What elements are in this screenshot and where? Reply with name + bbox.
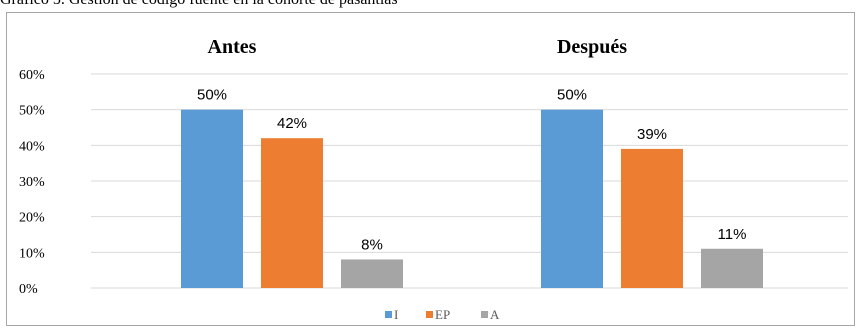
data-label: 39%	[637, 126, 667, 143]
bar-ep	[261, 138, 323, 288]
chart-area: 0% 10% 20% 30% 40% 50% 60% Antes 50% 42% 8% Después…	[6, 12, 855, 326]
data-label: 42%	[277, 115, 307, 132]
y-tick-label: 0%	[19, 282, 38, 297]
bar-a	[341, 259, 403, 288]
panel-title: Antes	[208, 36, 257, 58]
data-label: 50%	[557, 87, 587, 104]
legend-label: A	[490, 307, 500, 322]
y-tick-label: 30%	[19, 175, 45, 190]
y-tick-label: 10%	[19, 246, 45, 261]
legend-label: EP	[435, 307, 450, 322]
bar-i	[541, 109, 603, 289]
panel-title: Después	[557, 36, 627, 58]
bar-a	[701, 248, 763, 288]
legend-swatch-ep	[426, 311, 433, 318]
bar-ep	[621, 148, 683, 288]
bar-i	[181, 109, 243, 289]
y-tick-label: 60%	[19, 68, 45, 83]
data-label: 11%	[718, 226, 747, 243]
legend-swatch-i	[385, 311, 392, 318]
chart-caption: Gráfico 5. Gestión de código fuente en l…	[0, 0, 862, 11]
y-tick-label: 50%	[19, 104, 45, 119]
y-tick-label: 20%	[19, 211, 45, 226]
legend-swatch-a	[481, 311, 488, 318]
bar-chart: 0% 10% 20% 30% 40% 50% 60% Antes 50% 42% 8% Después…	[19, 36, 848, 322]
data-label: 8%	[361, 236, 383, 253]
y-tick-label: 40%	[19, 139, 45, 154]
legend-label: I	[394, 307, 398, 322]
data-label: 50%	[197, 87, 227, 104]
